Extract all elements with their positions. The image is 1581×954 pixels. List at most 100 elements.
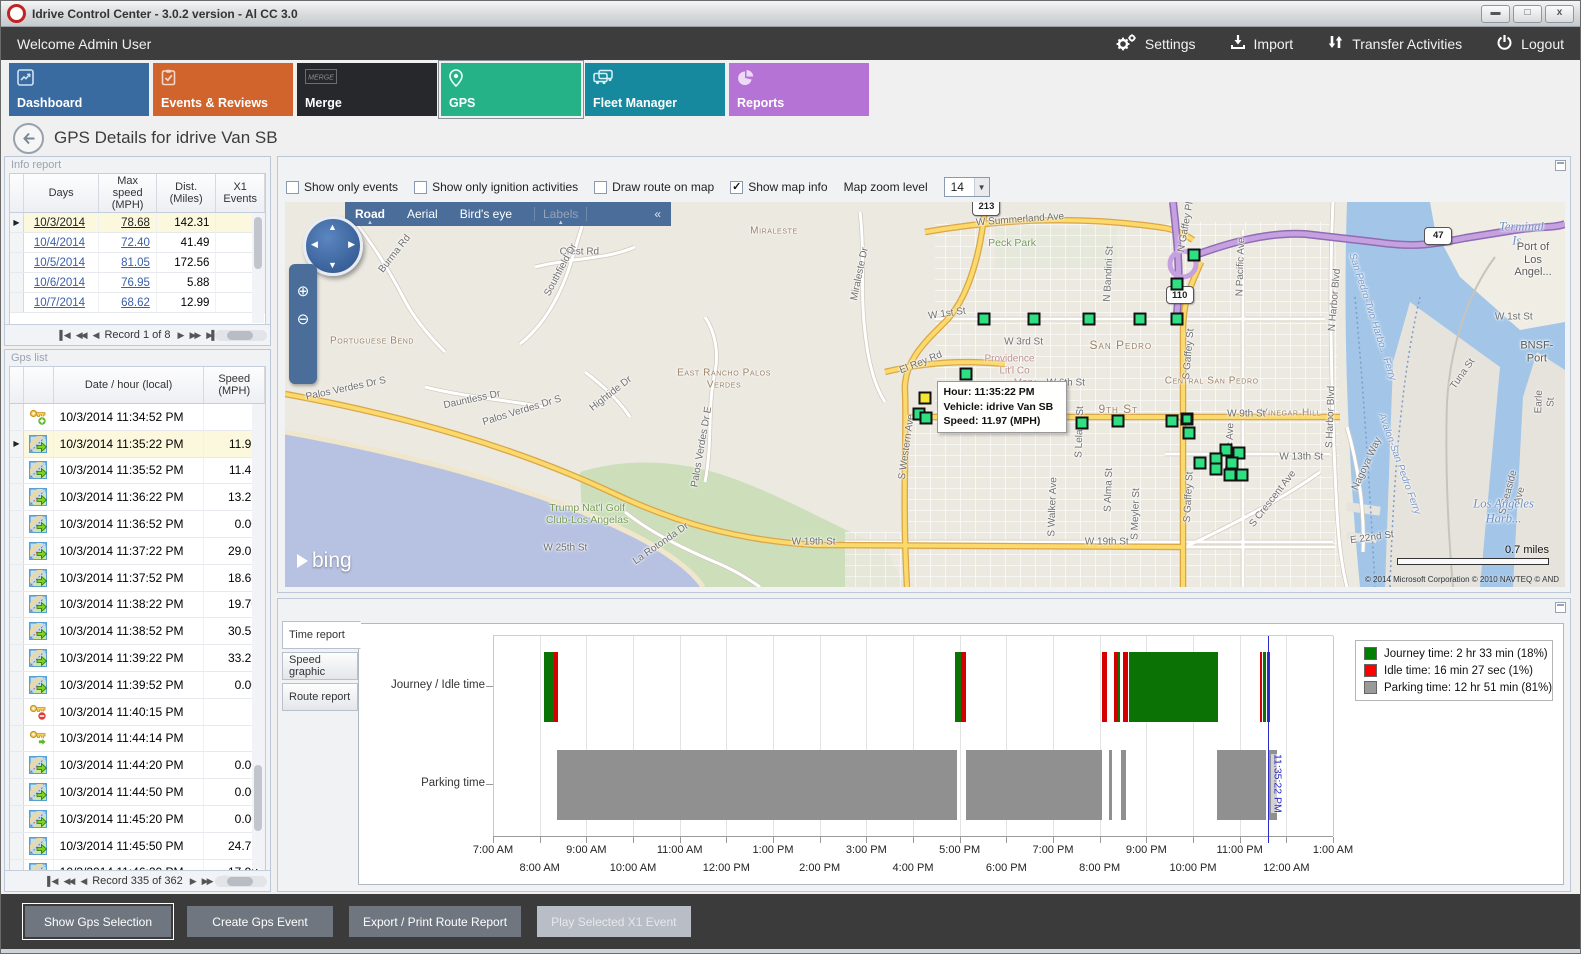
pager-prev-button[interactable]: ◀ [92, 329, 100, 340]
gps-marker[interactable] [1180, 412, 1194, 426]
gps-v-scrollbar[interactable] [252, 404, 264, 869]
max-speed-link[interactable]: 78.68 [99, 213, 157, 232]
list-item[interactable]: 10/3/2014 11:37:22 PM 29.05 [10, 537, 265, 565]
checkbox-show-only-ignition-activities[interactable]: Show only ignition activities [414, 180, 578, 194]
selected-gps-marker[interactable] [918, 391, 932, 405]
map-zoom-out-button[interactable]: ⊖ [296, 311, 310, 328]
column-header[interactable]: X1 Events [216, 174, 265, 212]
gps-marker[interactable] [1170, 277, 1184, 291]
gps-marker[interactable] [919, 411, 933, 425]
checkbox-box[interactable]: ✓ [730, 180, 744, 194]
import-button[interactable]: Import [1230, 34, 1293, 53]
max-speed-link[interactable]: 72.40 [99, 233, 157, 252]
gps-marker[interactable] [1111, 414, 1125, 428]
tab-route-report[interactable]: Route report [282, 683, 358, 711]
pager-next-button[interactable]: ▶ [189, 875, 197, 886]
map-mode-road[interactable]: Road [355, 207, 385, 221]
day-link-text[interactable]: 10/5/2014 [33, 256, 86, 269]
list-item[interactable]: 10/3/2014 11:38:22 PM 19.70 [10, 591, 265, 619]
table-row[interactable]: 10/6/2014 76.95 5.88 [10, 273, 265, 293]
table-row[interactable]: 10/4/2014 72.40 41.49 [10, 233, 265, 253]
checkbox-show-map-info[interactable]: ✓ Show map info [730, 180, 828, 194]
gps-marker[interactable] [1133, 312, 1147, 326]
gps-marker[interactable] [1027, 312, 1041, 326]
column-header[interactable]: Days [24, 174, 100, 212]
list-item[interactable]: 10/3/2014 11:44:50 PM 0.00 [10, 779, 265, 806]
max-speed-text[interactable]: 81.05 [121, 256, 150, 269]
export-print-route-report-button[interactable]: Export / Print Route Report [349, 906, 522, 937]
show-gps-selection-button[interactable]: Show Gps Selection [22, 903, 174, 940]
day-link-text[interactable]: 10/6/2014 [33, 276, 86, 289]
logout-button[interactable]: Logout [1496, 34, 1564, 54]
gps-marker[interactable] [959, 367, 973, 381]
day-link[interactable]: 10/4/2014 [24, 233, 100, 252]
max-speed-link[interactable]: 68.62 [99, 293, 157, 312]
pager-fast-back-button[interactable]: ◀◀ [63, 875, 75, 886]
map-mode-aerial[interactable]: Aerial [407, 207, 438, 221]
max-speed-text[interactable]: 72.40 [121, 236, 150, 249]
list-item[interactable]: 10/3/2014 11:36:52 PM 0.00 [10, 511, 265, 538]
pager-fast-fwd-button[interactable]: ▶▶ [201, 875, 214, 886]
list-item[interactable]: 10/3/2014 11:45:50 PM 24.75 [10, 832, 265, 860]
list-item[interactable]: 10/3/2014 11:44:14 PM [10, 725, 265, 753]
pager-prev-button[interactable]: ◀ [80, 875, 87, 886]
scroll-thumb[interactable] [254, 765, 262, 831]
gps-marker[interactable] [1165, 414, 1179, 428]
map-canvas[interactable]: Miraleste Peck Park W Summerland Ave Crest … [285, 202, 1565, 587]
list-item[interactable]: 10/3/2014 11:45:20 PM 0.00 [10, 805, 265, 833]
list-item[interactable]: 10/3/2014 11:34:52 PM [10, 404, 265, 431]
tab-dashboard[interactable]: Dashboard [9, 63, 149, 116]
table-row[interactable]: 10/7/2014 68.62 12.99 [10, 293, 265, 313]
gps-marker[interactable] [1075, 416, 1089, 430]
checkbox-draw-route-on-map[interactable]: Draw route on map [594, 180, 714, 194]
back-button[interactable] [13, 122, 44, 154]
table-row[interactable]: 10/5/2014 81.05 172.56 [10, 253, 265, 273]
transfer-button[interactable]: Transfer Activities [1327, 34, 1462, 53]
list-item[interactable]: 10/3/2014 11:37:52 PM 18.63 [10, 564, 265, 592]
max-speed-text[interactable]: 68.62 [121, 296, 150, 309]
pager-fast-fwd-button[interactable]: ▶▶ [189, 329, 201, 340]
tab-fleet[interactable]: Fleet Manager [585, 63, 725, 116]
list-item[interactable]: 10/3/2014 11:39:22 PM 33.21 [10, 645, 265, 672]
pager-fast-back-button[interactable]: ◀◀ [75, 329, 88, 340]
gps-marker[interactable] [1182, 426, 1196, 440]
list-item[interactable]: 10/3/2014 11:44:20 PM 0.00 [10, 752, 265, 780]
day-link-text[interactable]: 10/7/2014 [33, 296, 86, 309]
column-header[interactable]: Date / hour (local) [54, 367, 205, 403]
day-link-text[interactable]: 10/4/2014 [33, 236, 86, 249]
gps-marker[interactable] [1219, 443, 1233, 457]
column-header[interactable]: Dist. (Miles) [157, 174, 217, 212]
map-bar-collapse-button[interactable]: « [654, 207, 661, 221]
list-item[interactable]: ▶ 10/3/2014 11:35:22 PM 11.97 [10, 430, 265, 458]
gps-marker[interactable] [977, 312, 991, 326]
checkbox-box[interactable] [414, 180, 428, 194]
list-item[interactable]: 10/3/2014 11:36:22 PM 13.28 [10, 484, 265, 512]
max-speed-link[interactable]: 76.95 [99, 273, 157, 292]
panel-maximize-button[interactable] [1555, 602, 1566, 613]
maximize-button[interactable]: □ [1513, 4, 1542, 23]
day-link[interactable]: 10/3/2014 [24, 213, 100, 232]
tab-merge[interactable]: MERGE Merge [297, 63, 437, 116]
list-item[interactable]: 10/3/2014 11:40:15 PM [10, 698, 265, 726]
gps-marker[interactable] [1170, 312, 1184, 326]
list-item[interactable]: 10/3/2014 11:39:52 PM 0.00 [10, 671, 265, 699]
pager-last-button[interactable]: ▶▌ [206, 329, 217, 340]
checkbox-box[interactable] [286, 180, 299, 194]
info-v-scrollbar[interactable] [252, 213, 264, 323]
close-button[interactable]: x [1545, 4, 1574, 23]
map-mode-birdseye[interactable]: Bird's eye [459, 207, 512, 221]
checkbox-box[interactable] [594, 180, 608, 194]
day-link-text[interactable]: 10/3/2014 [33, 216, 86, 229]
gps-marker[interactable] [1235, 468, 1249, 482]
column-header[interactable]: Max speed (MPH) [99, 174, 157, 212]
list-item[interactable]: 10/3/2014 11:35:52 PM 11.47 [10, 457, 265, 485]
list-item[interactable]: 10/3/2014 11:46:20 PM17.93 [10, 859, 265, 870]
gps-marker[interactable] [1082, 312, 1096, 326]
max-speed-text[interactable]: 76.95 [121, 276, 150, 289]
gps-marker[interactable] [1187, 248, 1201, 262]
table-row[interactable]: ▶ 10/3/2014 78.68 142.31 [10, 213, 265, 233]
list-item[interactable]: 10/3/2014 11:38:52 PM 30.55 [10, 618, 265, 646]
day-link[interactable]: 10/5/2014 [24, 253, 100, 272]
gps-marker[interactable] [1193, 456, 1207, 470]
map-zoom-level-select[interactable]: 14 ▼ [943, 177, 990, 197]
